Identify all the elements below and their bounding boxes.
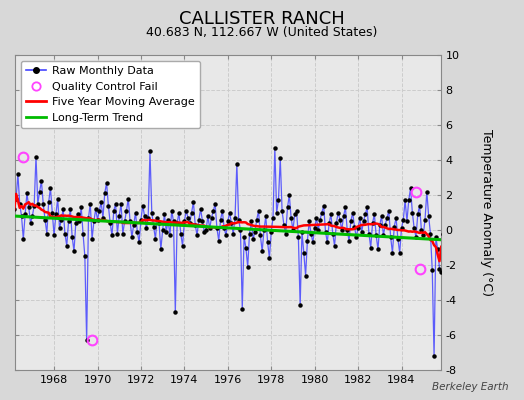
- Y-axis label: Temperature Anomaly (°C): Temperature Anomaly (°C): [481, 129, 493, 296]
- Legend: Raw Monthly Data, Quality Control Fail, Five Year Moving Average, Long-Term Tren: Raw Monthly Data, Quality Control Fail, …: [20, 60, 200, 128]
- Text: CALLISTER RANCH: CALLISTER RANCH: [179, 10, 345, 28]
- Text: 40.683 N, 112.667 W (United States): 40.683 N, 112.667 W (United States): [146, 26, 378, 39]
- Text: Berkeley Earth: Berkeley Earth: [432, 382, 508, 392]
